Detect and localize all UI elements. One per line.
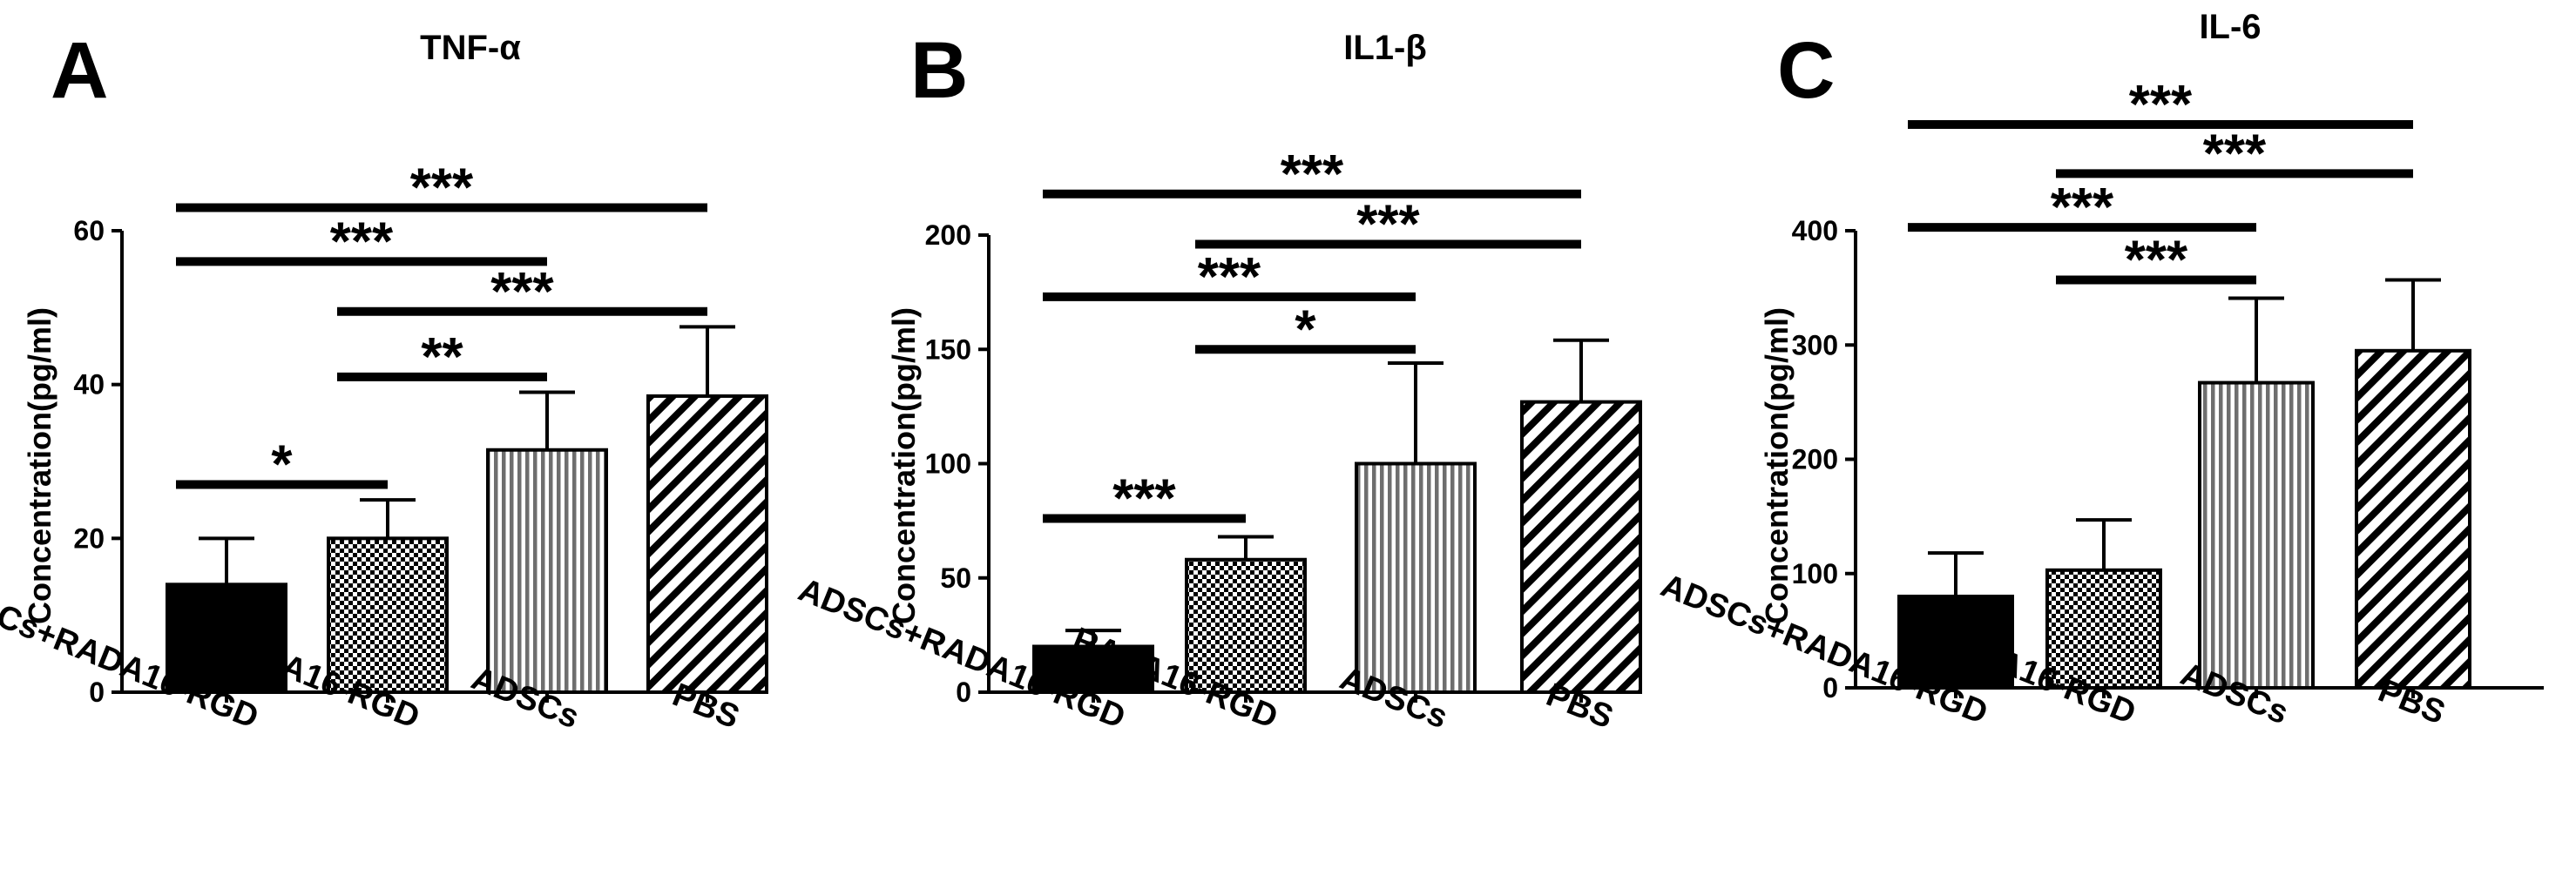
y-tick-label: 0 <box>89 677 105 708</box>
panel-b: B IL1-β Concentration(pg/ml) 0 50 100 150 20… <box>794 26 1642 736</box>
bar-diagonal <box>646 394 768 694</box>
significance-label: *** <box>1356 195 1420 255</box>
bar-checker <box>1185 557 1307 694</box>
panel-c: C IL-6 Concentration(pg/ml) 0 100 200 300 40… <box>1656 8 2544 731</box>
panel-title: IL-6 <box>2199 8 2261 46</box>
y-tick-label: 300 <box>1792 329 1838 360</box>
y-tick-label: 40 <box>73 369 105 401</box>
y-axis-label: Concentration(pg/ml) <box>22 307 57 624</box>
panel-letter: B <box>910 26 968 115</box>
panel-letter: C <box>1777 26 1835 115</box>
significance-label: *** <box>330 212 394 272</box>
significance-label: * <box>1295 300 1316 360</box>
y-tick-label: 200 <box>925 219 971 251</box>
significance-label: * <box>271 435 293 495</box>
significance-label: *** <box>2203 124 2267 184</box>
panel-title: TNF-α <box>420 29 521 67</box>
panel-title: IL1-β <box>1343 29 1427 67</box>
bar-checker <box>2045 568 2162 690</box>
bar-vertical <box>1355 461 1477 694</box>
y-tick-label: 20 <box>73 522 105 554</box>
bar-vertical <box>486 448 608 694</box>
significance-label: *** <box>2051 178 2114 238</box>
significance-label: ** <box>421 327 463 387</box>
significance-label: *** <box>410 158 474 219</box>
significance-label: *** <box>1281 145 1344 205</box>
significance-label: *** <box>1112 469 1176 529</box>
y-tick-label: 60 <box>73 215 105 246</box>
significance-label: *** <box>2129 75 2193 135</box>
panel-letter: A <box>51 26 108 115</box>
y-tick-label: 100 <box>1792 558 1838 589</box>
significance-label: *** <box>1198 247 1261 307</box>
y-tick-label: 50 <box>940 562 971 594</box>
bar-diagonal <box>1520 400 1642 694</box>
bar-diagonal <box>2355 348 2471 690</box>
y-tick-label: 150 <box>925 333 971 365</box>
panel-a: A TNF-α Concentration(pg/ml) 0204060ADSC… <box>0 26 768 736</box>
significance-label: *** <box>2125 230 2188 290</box>
y-tick-label: 200 <box>1792 444 1838 475</box>
y-axis-label: Concentration(pg/ml) <box>886 307 922 624</box>
y-tick-label: 0 <box>1822 672 1838 704</box>
bar-checker <box>327 536 449 694</box>
y-tick-label: 0 <box>956 677 971 708</box>
y-tick-label: 400 <box>1792 215 1838 246</box>
bar-vertical <box>2198 380 2315 690</box>
significance-label: *** <box>490 262 554 322</box>
y-tick-label: 100 <box>925 448 971 480</box>
y-axis-label: Concentration(pg/ml) <box>1759 307 1795 624</box>
